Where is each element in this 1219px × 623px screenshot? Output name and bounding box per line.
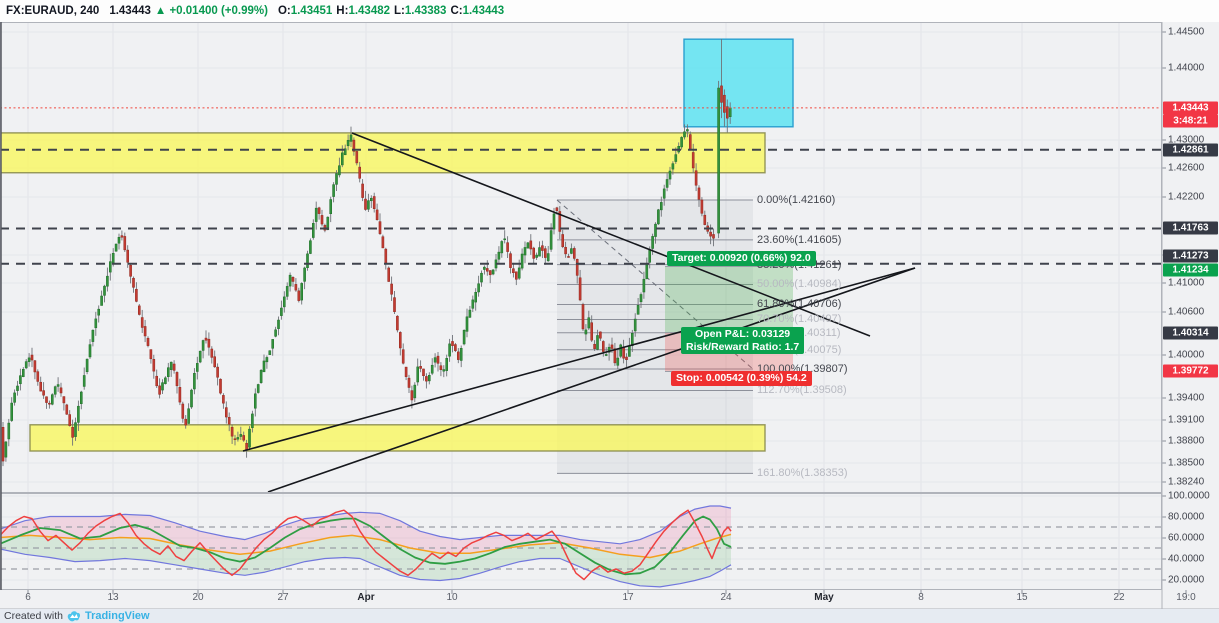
fib-level-label: 61.80%(1.40706) bbox=[757, 298, 842, 311]
indicator-axis-label: 100.0000 bbox=[1168, 490, 1210, 502]
open-value: 1.43451 bbox=[290, 5, 333, 17]
price-axis-label: 1.44000 bbox=[1168, 62, 1205, 74]
fib-level-label: 0.00%(1.42160) bbox=[757, 194, 836, 207]
price-axis-label: 1.39400 bbox=[1168, 392, 1205, 404]
time-axis-label: 19:0 bbox=[1176, 592, 1196, 603]
stochastic-indicator-pane bbox=[0, 505, 1162, 588]
time-axis-label: 10 bbox=[446, 592, 458, 603]
supply-zone-upper[interactable] bbox=[0, 132, 766, 174]
high-label: H: bbox=[336, 5, 349, 17]
stop-price-badge: 1.39772 bbox=[1163, 364, 1218, 378]
open-pnl-text: Open P&L: 0.03129 bbox=[695, 328, 791, 340]
price-change: ▲ +0.01400 (+0.99%) bbox=[154, 5, 268, 17]
fib-level-label: 23.60%(1.41605) bbox=[757, 233, 842, 246]
price-axis-label: 1.40600 bbox=[1168, 306, 1205, 318]
price-axis-label: 1.41000 bbox=[1168, 277, 1205, 289]
symbol-name[interactable]: FX:EURAUD, 240 bbox=[6, 5, 100, 17]
time-axis-label: 17 bbox=[622, 592, 634, 603]
risk-reward-text: Risk/Reward Ratio: 1.7 bbox=[686, 340, 800, 353]
last-price: 1.43443 bbox=[109, 5, 151, 17]
indicator-axis-label: 60.0000 bbox=[1168, 532, 1205, 544]
level-badge: 1.41273 bbox=[1163, 249, 1218, 263]
indicator-axis-label: 40.0000 bbox=[1168, 553, 1205, 565]
indicator-axis-label: 20.0000 bbox=[1168, 574, 1205, 586]
tradingview-link[interactable]: TradingView bbox=[84, 610, 150, 622]
tradingview-logo-icon[interactable] bbox=[67, 610, 81, 623]
descending-trendline[interactable] bbox=[351, 132, 871, 337]
breakout-box-cyan[interactable] bbox=[683, 38, 794, 128]
level-badge: 1.42861 bbox=[1163, 143, 1218, 157]
time-axis-label: Apr bbox=[357, 592, 375, 603]
price-axis-label: 1.38240 bbox=[1168, 476, 1205, 488]
symbol-header: FX:EURAUD, 240 1.43443 ▲ +0.01400 (+0.99%)… bbox=[0, 0, 1219, 22]
ascending-trendline-2[interactable] bbox=[267, 267, 916, 493]
time-axis-label: 20 bbox=[192, 592, 204, 603]
time-axis-label: 15 bbox=[1016, 592, 1028, 603]
price-axis-label: 1.44500 bbox=[1168, 26, 1205, 38]
last-price-badge: 1.43443 bbox=[1163, 101, 1218, 115]
price-axis-label: 1.39100 bbox=[1168, 414, 1205, 426]
time-axis-label: 13 bbox=[107, 592, 119, 603]
attribution-footer: Created with TradingView bbox=[0, 609, 1219, 623]
indicator-axis-label: 80.0000 bbox=[1168, 511, 1205, 523]
position-profit-box[interactable] bbox=[665, 266, 793, 333]
long-position-pnl-label[interactable]: Open P&L: 0.03129 Risk/Reward Ratio: 1.7 bbox=[681, 327, 805, 354]
time-axis-label: 8 bbox=[918, 592, 924, 603]
level-badge: 1.41763 bbox=[1163, 221, 1218, 235]
target-label-text: Target: 0.00920 (0.66%) 92.0 bbox=[672, 252, 811, 264]
price-axis-label: 1.38800 bbox=[1168, 435, 1205, 447]
fib-level-label: 70.70%(1.40497) bbox=[757, 313, 842, 326]
time-axis-label: 6 bbox=[25, 592, 31, 603]
fib-level-label: 50.00%(1.40984) bbox=[757, 278, 842, 291]
low-value: 1.43383 bbox=[404, 5, 447, 17]
close-value: 1.43443 bbox=[462, 5, 505, 17]
time-axis-label: 22 bbox=[1113, 592, 1125, 603]
price-axis-label: 1.42600 bbox=[1168, 162, 1205, 174]
long-position-stop-label[interactable]: Stop: 0.00542 (0.39%) 54.2 bbox=[671, 371, 812, 386]
high-value: 1.43482 bbox=[348, 5, 391, 17]
price-axis-label: 1.42200 bbox=[1168, 191, 1205, 203]
close-label: C: bbox=[450, 5, 463, 17]
fib-anchor-line bbox=[556, 199, 754, 370]
open-label: O: bbox=[277, 5, 291, 17]
created-with-text: Created with bbox=[4, 610, 63, 622]
low-label: L: bbox=[394, 5, 405, 17]
stop-label-text: Stop: 0.00542 (0.39%) 54.2 bbox=[676, 372, 807, 384]
entry-price-badge: 1.40314 bbox=[1163, 326, 1218, 340]
ascending-trendline-1[interactable] bbox=[242, 267, 916, 452]
fib-level-label: 112.70%(1.39508) bbox=[757, 384, 847, 397]
time-axis-label: 27 bbox=[277, 592, 289, 603]
price-axis-label: 1.40000 bbox=[1168, 349, 1205, 361]
time-axis-label: 24 bbox=[720, 592, 732, 603]
price-axis-label: 1.43000 bbox=[1168, 134, 1205, 146]
price-axis-label: 1.38500 bbox=[1168, 457, 1205, 469]
target-price-badge: 1.41234 bbox=[1163, 263, 1218, 277]
bar-countdown-badge: 3:48:21 bbox=[1163, 114, 1218, 128]
fib-level-label: 161.80%(1.38353) bbox=[757, 467, 848, 480]
long-position-target-label[interactable]: Target: 0.00920 (0.66%) 92.0 bbox=[667, 251, 816, 266]
time-axis-label: May bbox=[814, 592, 834, 603]
candlestick-series bbox=[1, 39, 732, 467]
